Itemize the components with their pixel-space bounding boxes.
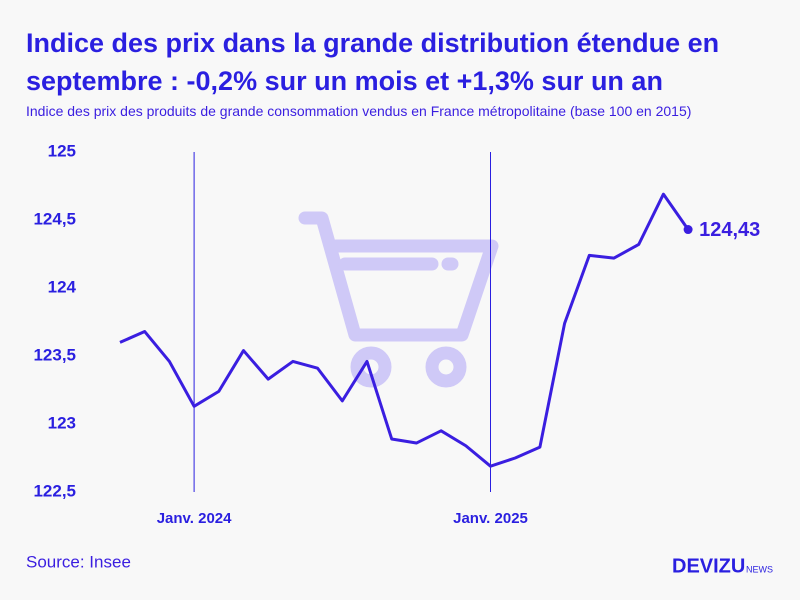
y-tick-label: 122,5 (33, 481, 76, 500)
y-tick-label: 123,5 (33, 345, 76, 364)
brand-name: DEVIZU (672, 555, 745, 577)
chart-title: Indice des prix dans la grande distribut… (26, 28, 720, 96)
y-tick-label: 124,5 (33, 209, 76, 228)
value-label: 124,43 (699, 219, 760, 241)
y-tick-label: 125 (48, 141, 76, 160)
x-tick-label: Janv. 2025 (453, 510, 528, 527)
y-tick-label: 124 (48, 277, 77, 296)
cart-icon (298, 211, 499, 388)
source: Source: Insee (26, 552, 131, 571)
chart-subtitle: Indice des prix des produits de grande c… (26, 103, 692, 119)
brand-suffix: NEWS (746, 564, 773, 574)
end-point (683, 225, 693, 235)
line-series (119, 192, 690, 468)
y-tick-label: 123 (48, 413, 76, 432)
x-tick-label: Janv. 2024 (157, 510, 232, 527)
